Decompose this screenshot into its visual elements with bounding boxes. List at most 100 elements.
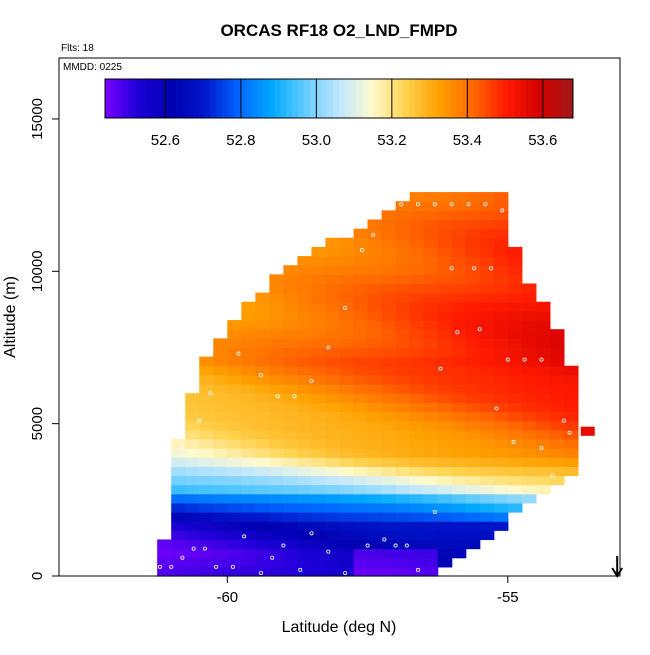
heatmap-cell xyxy=(437,475,453,486)
heatmap-cell xyxy=(297,548,313,559)
heatmap-cell xyxy=(437,237,453,248)
heatmap-cell xyxy=(283,356,299,367)
heatmap-cell xyxy=(493,512,509,522)
heatmap-cell xyxy=(325,320,341,330)
heatmap-cell xyxy=(451,228,467,239)
heatmap-cell xyxy=(409,557,425,568)
heatmap-cell xyxy=(465,265,481,275)
heatmap-cell xyxy=(521,301,537,312)
colorbar-segment xyxy=(415,79,422,118)
heatmap-cell xyxy=(437,192,453,202)
heatmap-cell xyxy=(353,329,369,339)
heatmap-cell xyxy=(311,548,327,559)
heatmap-cell xyxy=(269,566,284,577)
y-tick-label: 10000 xyxy=(29,250,46,292)
heatmap-cell xyxy=(423,448,439,458)
heatmap-cell xyxy=(353,530,369,541)
colorbar-segment xyxy=(292,79,299,118)
heatmap-cell xyxy=(353,228,369,239)
heatmap-cell xyxy=(227,530,242,541)
heatmap-cell xyxy=(381,384,397,394)
heatmap-cell xyxy=(311,374,327,385)
heatmap-cell xyxy=(381,338,397,349)
heatmap-cell xyxy=(395,301,411,312)
heatmap-cell xyxy=(521,347,537,358)
heatmap-cell xyxy=(353,347,369,358)
heatmap-cell xyxy=(213,411,228,422)
heatmap-cell xyxy=(283,475,299,486)
heatmap-cell xyxy=(479,338,495,349)
heatmap-cell xyxy=(185,420,200,431)
heatmap-cell xyxy=(283,265,299,275)
heatmap-cell xyxy=(241,420,256,431)
heatmap-cell xyxy=(381,246,397,257)
heatmap-cell xyxy=(437,301,453,312)
sample-point xyxy=(258,570,263,575)
sample-point xyxy=(236,351,241,356)
sample-point xyxy=(292,394,297,399)
sample-point xyxy=(399,202,404,207)
colorbar-segment xyxy=(549,79,556,118)
heatmap-cell xyxy=(563,374,579,385)
heatmap-cell xyxy=(269,274,284,285)
x-tick-label: -55 xyxy=(497,589,519,606)
heatmap-cell xyxy=(367,228,383,239)
heatmap-cell xyxy=(339,484,355,495)
heatmap-cell xyxy=(465,365,481,376)
heatmap-cell xyxy=(269,502,284,513)
heatmap-cell xyxy=(521,484,537,495)
heatmap-cell xyxy=(493,265,509,275)
heatmap-cell xyxy=(437,365,453,376)
heatmap-cell xyxy=(423,384,439,394)
heatmap-cell xyxy=(493,521,509,531)
heatmap-cell xyxy=(535,466,551,477)
colorbar-segment xyxy=(467,79,475,118)
heatmap-cell xyxy=(423,246,439,257)
heatmap-cell xyxy=(283,347,299,358)
y-tick-label: 0 xyxy=(29,572,46,580)
heatmap-cell xyxy=(437,246,453,257)
heatmap-cell xyxy=(269,411,284,422)
heatmap-cell xyxy=(423,310,439,321)
heatmap-cell xyxy=(367,429,383,440)
sample-point xyxy=(472,266,477,271)
heatmap-cell xyxy=(535,484,551,495)
colorbar-segment xyxy=(321,79,328,118)
colorbar-segment xyxy=(105,79,112,118)
heatmap-cell xyxy=(409,201,425,211)
heatmap-cell xyxy=(185,566,200,577)
heatmap-cell xyxy=(255,429,270,440)
colorbar-segment xyxy=(204,79,211,118)
heatmap-cell xyxy=(339,566,355,577)
heatmap-cell xyxy=(549,338,565,349)
heatmap-cell xyxy=(465,512,481,522)
heatmap-cell xyxy=(381,283,397,294)
colorbar-segment xyxy=(356,79,363,118)
heatmap-cell xyxy=(339,448,355,458)
heatmap-cell xyxy=(451,329,467,339)
heatmap-cell xyxy=(381,301,397,312)
heatmap-cell xyxy=(479,265,495,275)
arrow-head xyxy=(611,567,624,578)
heatmap-cell xyxy=(423,374,439,385)
heatmap-cell xyxy=(311,438,327,449)
heatmap-cell xyxy=(311,365,327,376)
heatmap-cell xyxy=(297,320,313,330)
heatmap-cell xyxy=(535,457,551,467)
heatmap-cell xyxy=(409,502,425,513)
sample-point xyxy=(258,372,263,377)
heatmap-cell xyxy=(423,484,439,495)
heatmap-cell xyxy=(227,502,242,513)
heatmap-cell xyxy=(437,393,453,403)
sample-point xyxy=(326,345,331,350)
heatmap-cell xyxy=(311,502,327,513)
heatmap-cell xyxy=(409,256,425,266)
heatmap-cell xyxy=(255,493,270,504)
heatmap-cell xyxy=(479,210,495,221)
heatmap-cell xyxy=(325,246,341,257)
plot-frame xyxy=(58,57,621,577)
heatmap-cell xyxy=(479,420,495,431)
colorbar-segment xyxy=(186,79,194,118)
heatmap-cell xyxy=(409,310,425,321)
